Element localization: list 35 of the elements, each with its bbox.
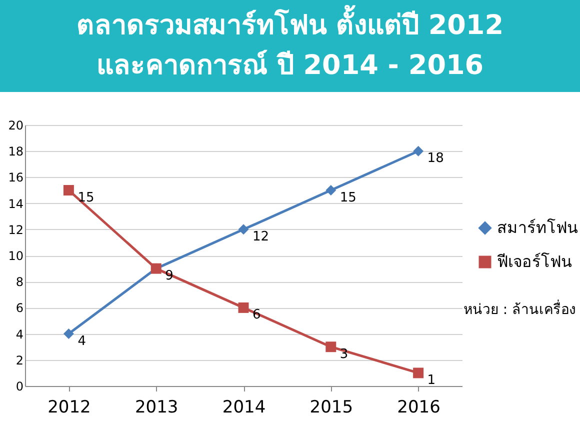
data-label: 18 [427,151,444,166]
data-label: 1 [427,372,436,388]
legend-label: สมาร์ทโฟน [497,218,578,237]
x-tick-label: 2012 [48,398,91,418]
y-tick-label: 16 [8,170,24,185]
data-label: 12 [252,229,270,244]
y-tick-label: 18 [8,144,24,159]
y-tick-label: 4 [16,327,24,342]
point [238,302,249,313]
legend-label: ฟีเจอร์โฟน [497,252,572,271]
y-tick-label: 10 [8,249,24,263]
point [63,185,74,196]
data-label: 4 [78,334,86,349]
y-tick-label: 8 [16,275,24,290]
y-tick-label: 20 [8,118,24,132]
point [238,224,249,235]
x-tick-label: 2013 [134,398,178,418]
text: และคาดการณ์ ปี 2014 - 2016 [96,50,484,81]
point [326,342,336,352]
point [63,328,74,340]
text: หน่วย : ล้านเครื่อง [463,300,576,318]
point [413,368,424,378]
point [413,146,424,156]
data-label: 15 [78,190,94,206]
data-label: 3 [340,346,348,362]
y-tick-label: 14 [8,196,24,211]
y-tick-label: 12 [8,222,24,237]
x-tick-label: 2015 [310,398,354,418]
data-label: 15 [340,190,356,206]
y-tick-label: 2 [16,353,24,368]
x-tick-label: 2016 [397,398,440,418]
point [326,185,336,196]
x-tick-label: 2014 [222,398,266,418]
y-tick-label: 0 [16,380,24,394]
y-tick-label: 6 [16,301,24,316]
